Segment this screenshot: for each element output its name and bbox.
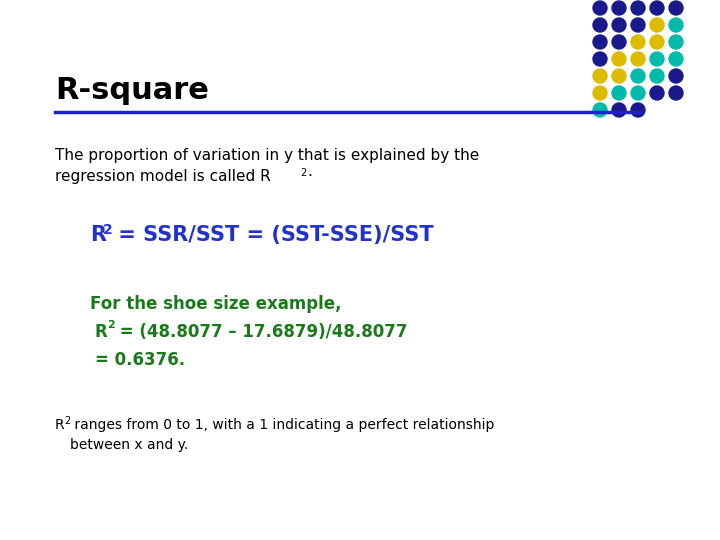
Text: 2: 2 (64, 416, 71, 426)
Circle shape (650, 1, 664, 15)
Text: R: R (55, 418, 65, 432)
Text: = 0.6376.: = 0.6376. (95, 351, 185, 369)
Text: For the shoe size example,: For the shoe size example, (90, 295, 341, 313)
Circle shape (593, 69, 607, 83)
Text: The proportion of variation in y that is explained by the
regression model is ca: The proportion of variation in y that is… (55, 148, 480, 184)
Circle shape (650, 86, 664, 100)
Text: R: R (95, 323, 108, 341)
Circle shape (669, 86, 683, 100)
Circle shape (631, 86, 645, 100)
Circle shape (650, 18, 664, 32)
Text: 2: 2 (107, 320, 114, 330)
Circle shape (612, 1, 626, 15)
Circle shape (593, 103, 607, 117)
Circle shape (612, 103, 626, 117)
Circle shape (669, 1, 683, 15)
Circle shape (631, 35, 645, 49)
Circle shape (612, 69, 626, 83)
Circle shape (631, 52, 645, 66)
Text: = SSR/SST = (SST-SSE)/SST: = SSR/SST = (SST-SSE)/SST (111, 225, 433, 245)
Circle shape (612, 52, 626, 66)
Circle shape (650, 35, 664, 49)
Circle shape (593, 18, 607, 32)
Text: R-square: R-square (55, 76, 209, 105)
Circle shape (669, 52, 683, 66)
Circle shape (650, 52, 664, 66)
Text: ranges from 0 to 1, with a 1 indicating a perfect relationship
between x and y.: ranges from 0 to 1, with a 1 indicating … (70, 418, 495, 451)
Circle shape (669, 18, 683, 32)
Text: = (48.8077 – 17.6879)/48.8077: = (48.8077 – 17.6879)/48.8077 (114, 323, 408, 341)
Text: 2: 2 (103, 223, 113, 237)
Circle shape (650, 69, 664, 83)
Circle shape (593, 86, 607, 100)
Circle shape (593, 35, 607, 49)
Circle shape (593, 1, 607, 15)
Circle shape (631, 18, 645, 32)
Circle shape (612, 18, 626, 32)
Circle shape (631, 1, 645, 15)
Circle shape (631, 69, 645, 83)
Circle shape (669, 35, 683, 49)
Circle shape (612, 35, 626, 49)
Text: 2: 2 (300, 168, 306, 178)
Text: .: . (307, 164, 312, 179)
Circle shape (612, 86, 626, 100)
Circle shape (593, 52, 607, 66)
Circle shape (631, 103, 645, 117)
Text: R: R (90, 225, 106, 245)
Circle shape (669, 69, 683, 83)
